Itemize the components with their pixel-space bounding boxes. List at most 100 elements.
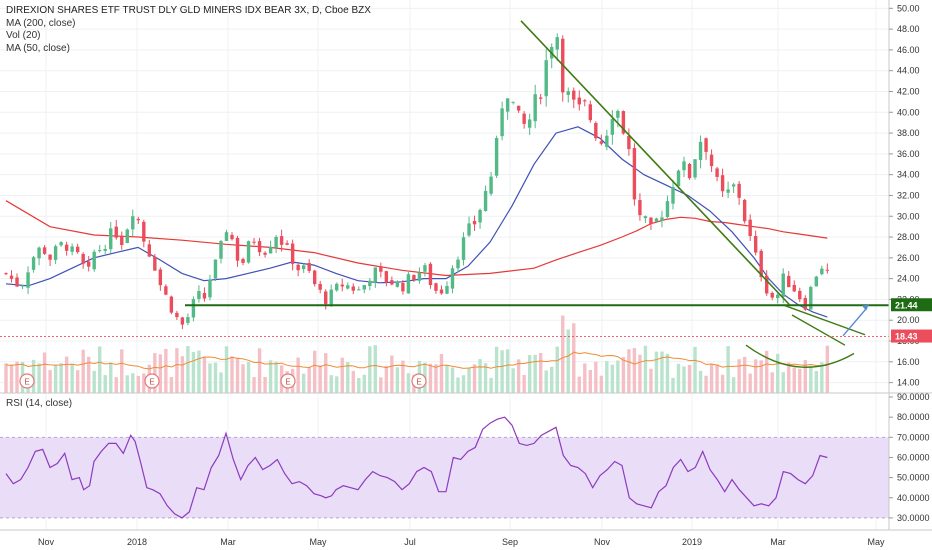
candle-body	[544, 60, 548, 97]
volume-bar	[230, 356, 234, 393]
candle-body	[197, 291, 201, 299]
rounding-bottom-arc	[745, 344, 855, 368]
volume-bar	[511, 368, 515, 393]
volume-bar	[781, 372, 785, 393]
candle-body	[329, 289, 333, 305]
y-tick-label: 32.00	[897, 190, 920, 200]
volume-bar	[478, 359, 482, 393]
candle-body	[461, 237, 466, 260]
volume-bar	[169, 377, 174, 393]
volume-bar	[671, 377, 675, 393]
volume-bar	[726, 346, 730, 393]
volume-bar	[180, 356, 185, 393]
candle-body	[665, 201, 670, 218]
candle-body	[753, 235, 758, 253]
volume-bar	[329, 375, 333, 393]
volume-bar	[81, 349, 85, 393]
candle-body	[4, 273, 8, 275]
volume-bar	[450, 367, 455, 393]
candle-body	[406, 274, 411, 294]
volume-bar	[75, 370, 80, 393]
candle-body	[527, 119, 532, 128]
wedge-lower-line	[791, 314, 846, 346]
volume-bar	[643, 345, 648, 393]
candle-body	[92, 251, 96, 270]
volume-bar	[136, 375, 140, 393]
volume-bar	[616, 360, 620, 393]
earnings-marker-label: E	[149, 378, 154, 387]
volume-bar	[621, 356, 626, 393]
volume-bar	[301, 373, 306, 393]
volume-bar	[764, 350, 769, 393]
y-tick-label: 14.00	[897, 378, 920, 388]
volume-bar	[467, 368, 471, 393]
volume-bar	[395, 367, 400, 393]
candle-body	[660, 217, 664, 221]
y-tick-label: 24.00	[897, 274, 920, 284]
volume-bar	[131, 373, 135, 393]
candle-body	[257, 241, 262, 253]
candle-body	[776, 294, 780, 299]
volume-bar	[809, 365, 813, 393]
candle-body	[202, 292, 207, 299]
candle-body	[301, 265, 306, 270]
candle-body	[346, 285, 350, 289]
candle-body	[158, 269, 163, 286]
candle-body	[208, 279, 212, 298]
rsi-tick-label: 90.0000	[897, 392, 930, 402]
support-price-label: 21.44	[895, 300, 918, 310]
last-price-tag	[891, 329, 932, 343]
volume-bar	[654, 351, 659, 393]
candle-body	[737, 183, 741, 198]
volume-bar	[698, 370, 703, 393]
volume-bar	[676, 363, 681, 393]
volume-bar	[346, 362, 350, 393]
candle-body	[682, 161, 686, 171]
candle-body	[522, 113, 526, 124]
volume-bar	[731, 377, 736, 393]
y-tick-label: 30.00	[897, 211, 920, 221]
volume-bar	[533, 354, 537, 393]
volume-bar	[202, 356, 207, 393]
rsi-title: RSI (14, close)	[6, 398, 73, 409]
candle-body	[180, 317, 185, 325]
candle-body	[538, 97, 543, 99]
candle-body	[494, 138, 499, 176]
rsi-tick-label: 50.0000	[897, 473, 930, 483]
candle-body	[825, 269, 830, 271]
volume-bar	[798, 368, 802, 393]
wedge-upper-line	[784, 305, 866, 336]
volume-bar	[434, 364, 438, 393]
volume-bar	[660, 351, 664, 393]
candle-body	[676, 170, 681, 187]
volume-bar	[627, 349, 631, 393]
volume-bar	[241, 364, 245, 393]
y-tick-label: 34.00	[897, 170, 920, 180]
volume-bar	[9, 364, 14, 393]
candle-body	[164, 286, 168, 295]
chart-title: DIREXION SHARES ETF TRUST DLY GLD MINERS…	[6, 5, 371, 16]
volume-bar	[709, 363, 714, 393]
volume-bar	[42, 352, 47, 393]
candle-body	[748, 219, 752, 237]
rsi-tick-label: 70.0000	[897, 432, 930, 442]
volume-ma-path	[5, 351, 828, 370]
x-tick-label: Nov	[38, 537, 55, 547]
x-tick-label: Sep	[502, 537, 518, 547]
y-tick-label: 48.00	[897, 24, 920, 34]
candle-body	[125, 229, 129, 243]
volume-bar	[175, 348, 179, 393]
volume-bar	[208, 363, 212, 393]
x-tick-label: Nov	[594, 537, 611, 547]
earnings-marker	[144, 373, 160, 389]
volume-bar	[787, 362, 791, 393]
volume-bar	[693, 346, 697, 393]
rsi-pane[interactable]	[0, 416, 889, 519]
candle-body	[268, 246, 273, 254]
candle-body	[379, 266, 383, 272]
y-tick-label: 36.00	[897, 149, 920, 159]
volume-bar	[555, 346, 559, 393]
volume-bar	[472, 364, 477, 393]
candle-body	[395, 281, 400, 287]
volume-bar	[561, 315, 565, 393]
